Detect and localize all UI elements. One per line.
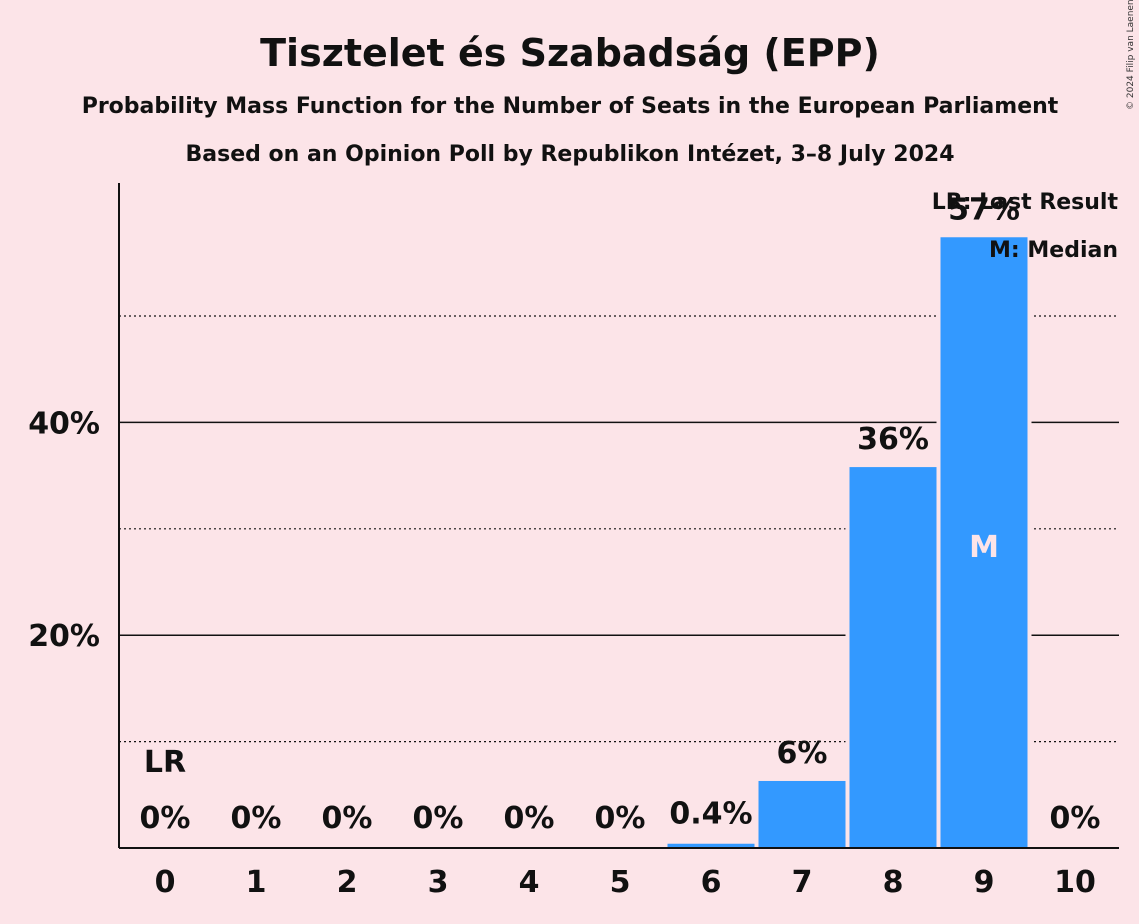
x-tick-label: 0 — [155, 865, 176, 900]
value-label: 0% — [1050, 801, 1101, 836]
bar — [849, 467, 937, 848]
value-label: 6% — [777, 736, 828, 771]
x-tick-label: 8 — [883, 865, 904, 900]
value-label: 0% — [595, 801, 646, 836]
chart-subtitle-1: Probability Mass Function for the Number… — [82, 94, 1059, 119]
value-labels: 0% 0% 0% 0% 0% 0% 0.4% 6% 36% 57% 0% LR M — [140, 192, 1101, 836]
x-tick-labels: 0 1 2 3 4 5 6 7 8 9 10 — [155, 865, 1096, 900]
bar — [940, 237, 1028, 848]
value-label: 0% — [231, 801, 282, 836]
x-tick-label: 6 — [701, 865, 722, 900]
value-label: 36% — [857, 422, 929, 457]
x-tick-label: 10 — [1054, 865, 1096, 900]
x-tick-label: 3 — [428, 865, 449, 900]
value-label: 0.4% — [669, 797, 752, 832]
value-label: 0% — [413, 801, 464, 836]
legend-last-result: LR: Last Result — [932, 190, 1119, 215]
value-label: 0% — [140, 801, 191, 836]
x-tick-label: 1 — [246, 865, 267, 900]
legend-median: M: Median — [989, 238, 1118, 263]
last-result-marker: LR — [144, 745, 186, 780]
bar — [667, 843, 755, 848]
y-tick-labels: 20% 40% — [28, 406, 100, 654]
x-tick-label: 9 — [974, 865, 995, 900]
x-tick-label: 5 — [610, 865, 631, 900]
bars — [663, 237, 1032, 848]
median-marker: M — [969, 530, 999, 565]
copyright-notice: © 2024 Filip van Laenen — [1126, 0, 1136, 110]
value-label: 0% — [322, 801, 373, 836]
x-tick-label: 7 — [792, 865, 813, 900]
chart-subtitle-2: Based on an Opinion Poll by Republikon I… — [185, 142, 954, 167]
value-label: 0% — [504, 801, 555, 836]
x-tick-label: 4 — [519, 865, 540, 900]
value-label: 57% — [948, 192, 1020, 227]
y-tick-label: 40% — [28, 406, 100, 441]
x-tick-label: 2 — [337, 865, 358, 900]
chart-title: Tisztelet és Szabadság (EPP) — [260, 31, 880, 75]
y-tick-label: 20% — [28, 619, 100, 654]
bar — [758, 780, 846, 848]
